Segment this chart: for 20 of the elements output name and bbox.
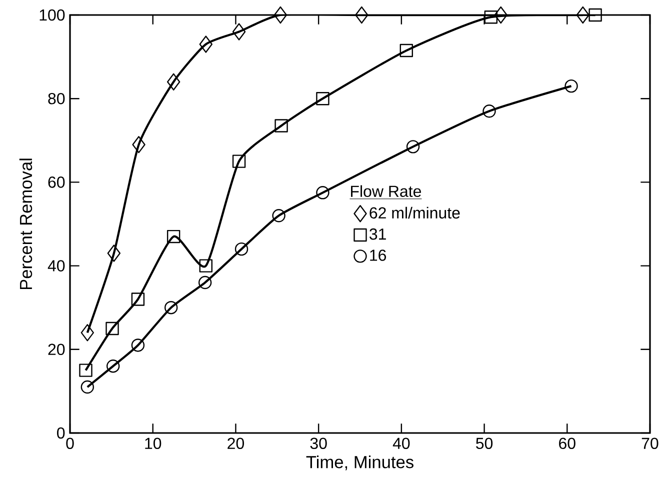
y-tick-label: 100 [40,9,65,20]
legend-label: 16 [370,249,386,261]
x-tick-label: 30 [310,438,327,449]
y-tick-label: 60 [48,176,65,188]
legend-label: 31 [370,228,386,240]
y-tick-label: 20 [48,344,65,355]
x-axis-title: Time, Minutes [306,455,414,470]
y-axis-title: Percent Removal [19,158,32,289]
x-tick-label: 70 [642,438,658,449]
legend-label: 62 ml/minute [370,206,460,218]
x-tick-label: 10 [145,438,162,449]
x-tick-label: 20 [228,438,244,449]
y-tick-label: 40 [48,260,65,272]
legend-title: Flow Rate [351,185,421,197]
y-tick-label: 0 [57,427,65,438]
y-tick-label: 80 [48,92,65,104]
x-tick-label: 0 [66,438,74,449]
x-tick-label: 50 [476,438,493,449]
x-tick-label: 60 [559,438,576,449]
x-tick-label: 40 [392,438,410,449]
